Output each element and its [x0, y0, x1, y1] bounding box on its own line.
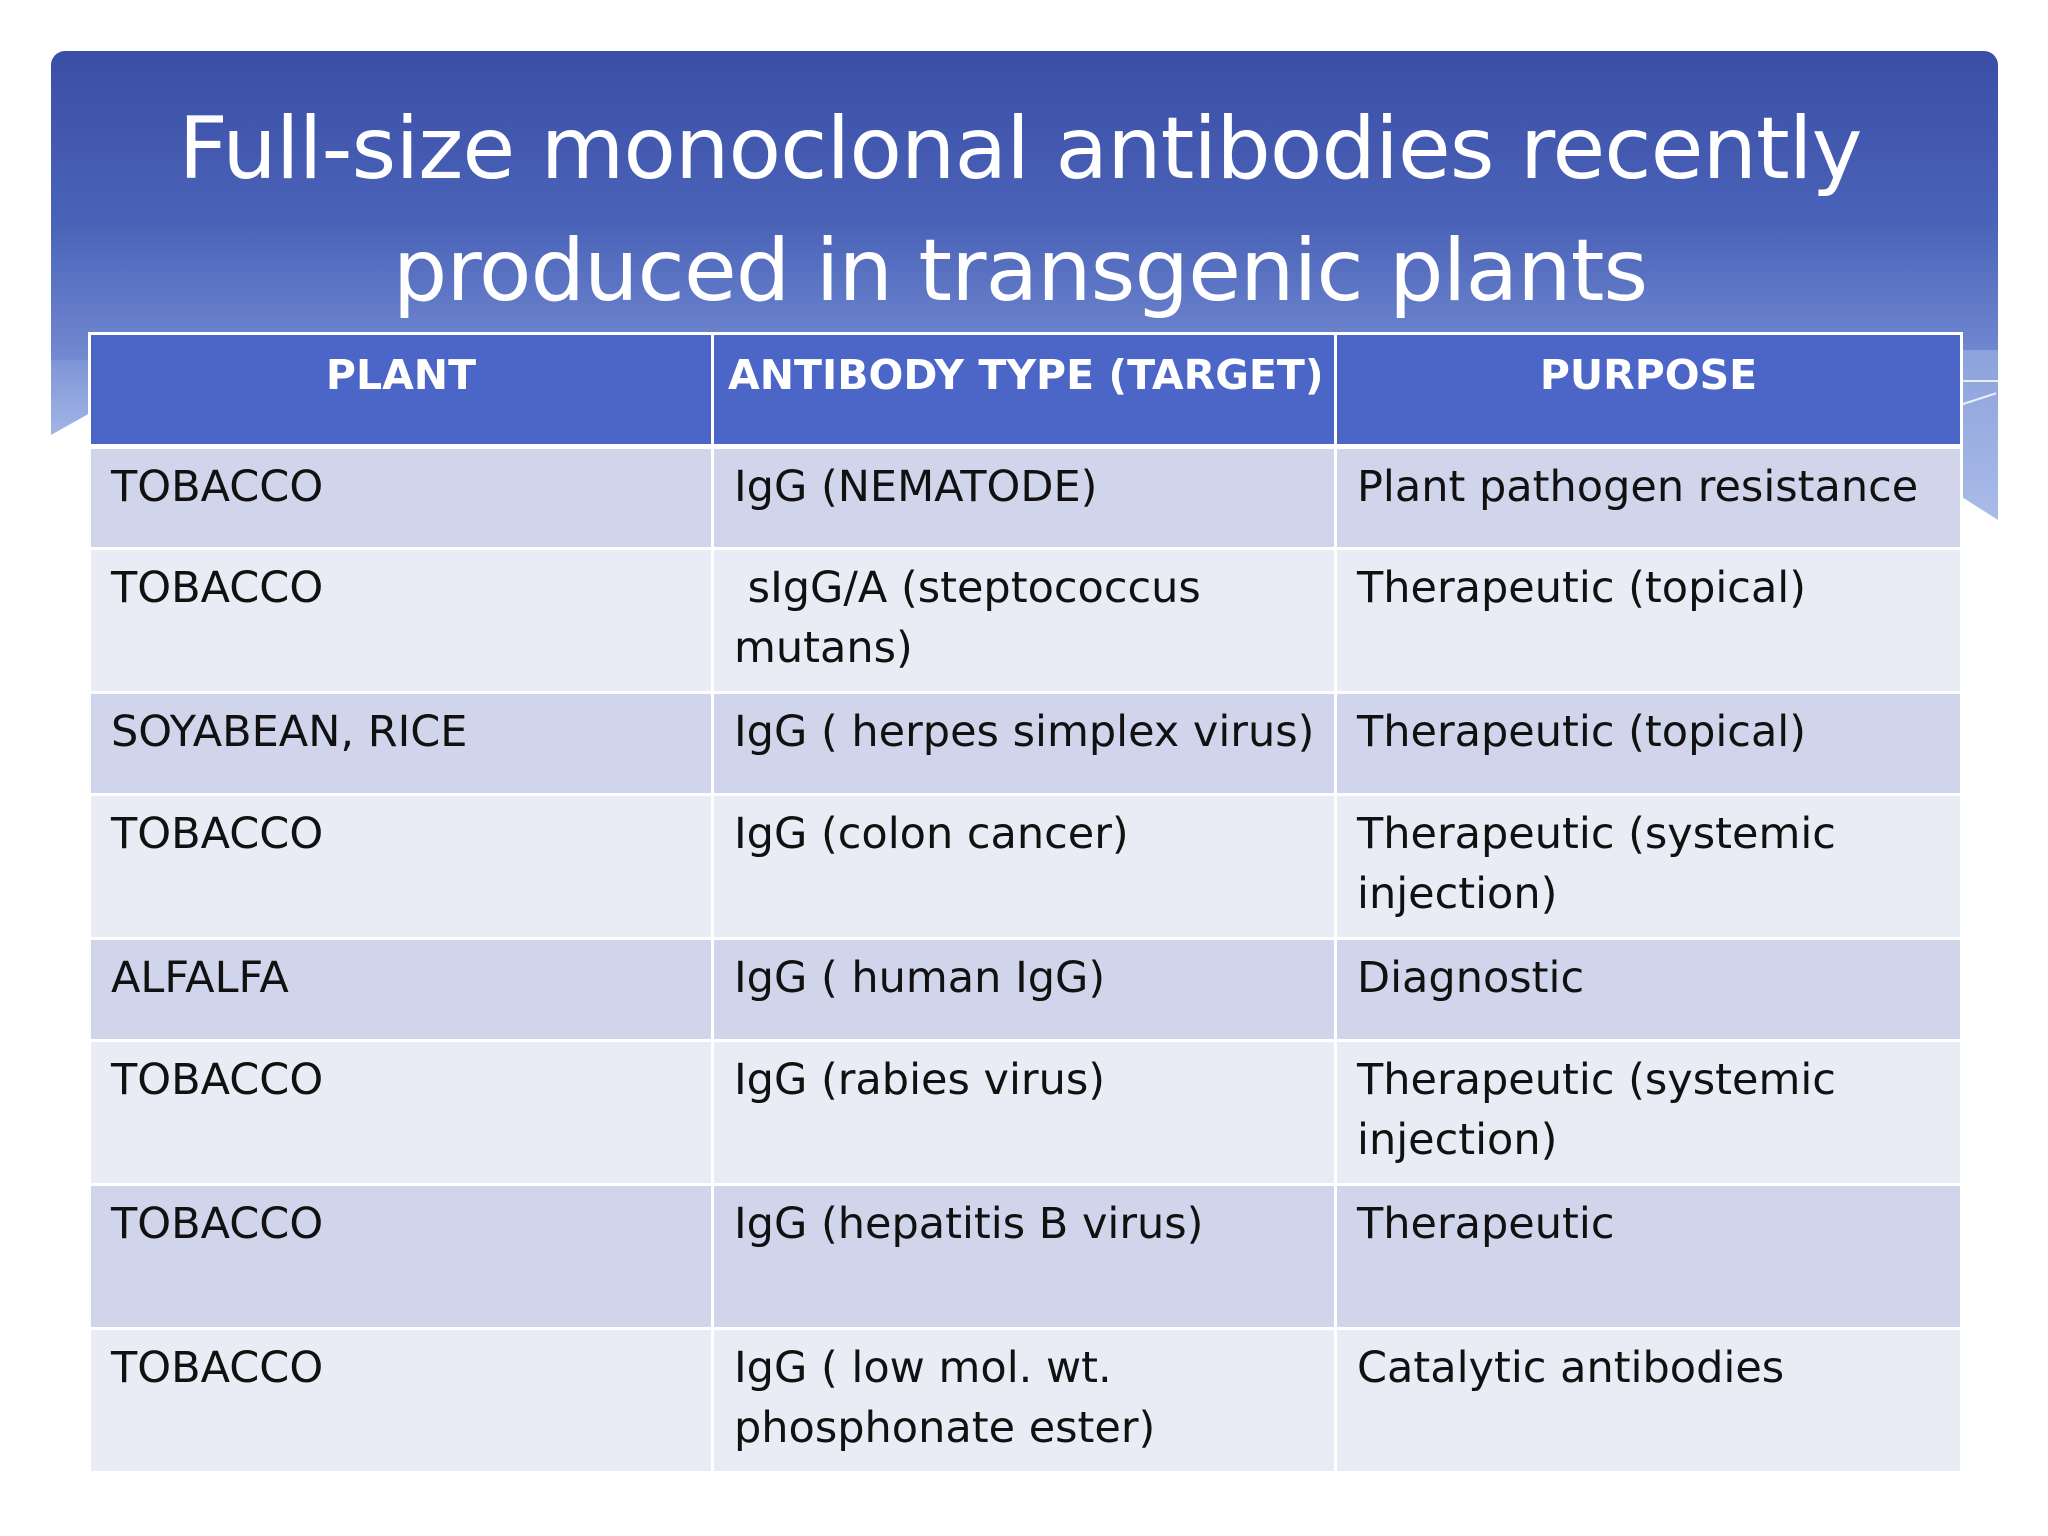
antibody-type-cell: IgG ( herpes simplex virus) [711, 691, 1337, 796]
table-row: TOBACCO sIgG/A (steptococcus mutans) The… [88, 547, 1963, 694]
antibody-type-cell: IgG (NEMATODE) [711, 445, 1337, 550]
table-row: SOYABEAN, RICE IgG ( herpes simplex viru… [88, 691, 1963, 796]
plant-cell: ALFALFA [88, 937, 714, 1042]
table-row: TOBACCO IgG (NEMATODE) Plant pathogen re… [88, 445, 1963, 550]
table-row: TOBACCO IgG (rabies virus) Therapeutic (… [88, 1039, 1963, 1186]
purpose-cell: Catalytic antibodies [1334, 1327, 1963, 1474]
purpose-cell: Diagnostic [1334, 937, 1963, 1042]
purpose-cell: Therapeutic (topical) [1334, 547, 1963, 694]
purpose-cell: Therapeutic (topical) [1334, 691, 1963, 796]
column-header-purpose: PURPOSE [1334, 332, 1963, 449]
antibody-type-cell: IgG ( human IgG) [711, 937, 1337, 1042]
plant-cell: TOBACCO [88, 445, 714, 550]
antibody-table: PLANT ANTIBODY TYPE (TARGET) PURPOSE TOB… [88, 332, 1963, 1474]
column-header-antibody-type: ANTIBODY TYPE (TARGET) [711, 332, 1337, 449]
plant-cell: TOBACCO [88, 1039, 714, 1186]
banner-decoration-left [51, 360, 91, 435]
banner-decoration-right [1958, 350, 1998, 520]
plant-cell: TOBACCO [88, 1327, 714, 1474]
plant-cell: SOYABEAN, RICE [88, 691, 714, 796]
table-header-row: PLANT ANTIBODY TYPE (TARGET) PURPOSE [88, 332, 1963, 449]
antibody-type-cell: IgG (rabies virus) [711, 1039, 1337, 1186]
table-row: TOBACCO IgG (hepatitis B virus) Therapeu… [88, 1183, 1963, 1330]
table-row: TOBACCO IgG ( low mol. wt. phosphonate e… [88, 1327, 1963, 1474]
slide-title: Full-size monoclonal antibodies recently… [178, 99, 1862, 321]
plant-cell: TOBACCO [88, 547, 714, 694]
purpose-cell: Therapeutic (systemic injection) [1334, 1039, 1963, 1186]
antibody-type-cell: IgG (colon cancer) [711, 793, 1337, 940]
table-row: ALFALFA IgG ( human IgG) Diagnostic [88, 937, 1963, 1042]
purpose-cell: Plant pathogen resistance [1334, 445, 1963, 550]
plant-cell: TOBACCO [88, 793, 714, 940]
decoration-line [1960, 380, 1998, 382]
column-header-plant: PLANT [88, 332, 714, 449]
table-row: TOBACCO IgG (colon cancer) Therapeutic (… [88, 793, 1963, 940]
antibody-type-cell: sIgG/A (steptococcus mutans) [711, 547, 1337, 694]
purpose-cell: Therapeutic [1334, 1183, 1963, 1330]
antibody-type-cell: IgG ( low mol. wt. phosphonate ester) [711, 1327, 1337, 1474]
purpose-cell: Therapeutic (systemic injection) [1334, 793, 1963, 940]
plant-cell: TOBACCO [88, 1183, 714, 1330]
antibody-type-cell: IgG (hepatitis B virus) [711, 1183, 1337, 1330]
